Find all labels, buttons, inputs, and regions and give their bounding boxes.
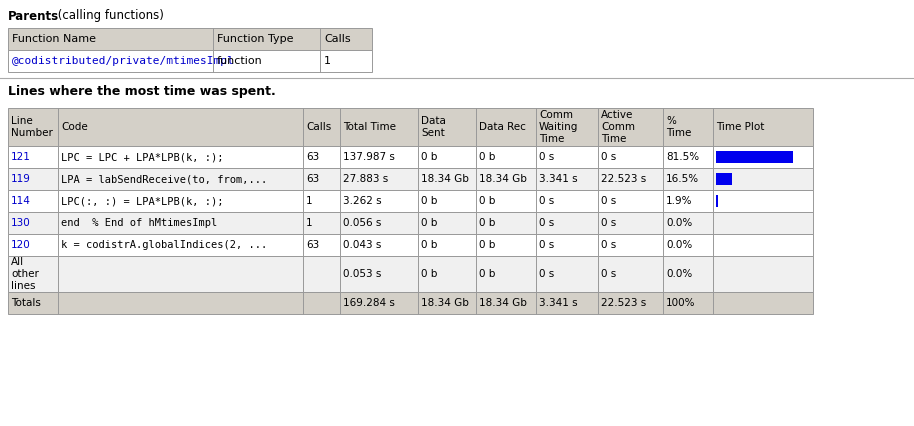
Text: 3.262 s: 3.262 s	[343, 196, 382, 206]
Text: Parents: Parents	[8, 9, 59, 23]
Text: 1: 1	[324, 56, 331, 66]
Text: 0 b: 0 b	[479, 269, 495, 279]
Text: 0 b: 0 b	[421, 269, 438, 279]
Text: @codistributed/private/mtimesImpl: @codistributed/private/mtimesImpl	[12, 56, 235, 66]
Text: 1: 1	[306, 218, 313, 228]
Text: 0 b: 0 b	[479, 240, 495, 250]
Text: 0 s: 0 s	[601, 269, 616, 279]
Text: Active
Comm
Time: Active Comm Time	[601, 109, 635, 144]
Text: 0 b: 0 b	[479, 152, 495, 162]
Text: 0 s: 0 s	[601, 196, 616, 206]
Text: 0 s: 0 s	[601, 218, 616, 228]
Text: 0 s: 0 s	[601, 240, 616, 250]
Text: 16.5%: 16.5%	[666, 174, 699, 184]
Text: 0 s: 0 s	[539, 269, 554, 279]
Text: 0.0%: 0.0%	[666, 269, 692, 279]
Text: 0 b: 0 b	[479, 218, 495, 228]
Text: Function Type: Function Type	[217, 34, 293, 44]
Text: 0 b: 0 b	[421, 196, 438, 206]
Text: Calls: Calls	[306, 122, 331, 132]
Text: Calls: Calls	[324, 34, 351, 44]
Text: 18.34 Gb: 18.34 Gb	[421, 174, 469, 184]
Text: 119: 119	[11, 174, 31, 184]
Text: Totals: Totals	[11, 298, 41, 308]
Text: 63: 63	[306, 174, 319, 184]
Text: 114: 114	[11, 196, 31, 206]
Text: Data
Sent: Data Sent	[421, 116, 446, 138]
Text: Function Name: Function Name	[12, 34, 96, 44]
Text: 0.0%: 0.0%	[666, 218, 692, 228]
Text: 18.34 Gb: 18.34 Gb	[479, 174, 526, 184]
Text: 3.341 s: 3.341 s	[539, 298, 578, 308]
Bar	[716, 173, 731, 185]
Text: 1: 1	[306, 196, 313, 206]
Bar	[8, 234, 813, 256]
Text: Comm
Waiting
Time: Comm Waiting Time	[539, 109, 579, 144]
Text: 0 s: 0 s	[539, 196, 554, 206]
Text: 27.883 s: 27.883 s	[343, 174, 388, 184]
Text: 18.34 Gb: 18.34 Gb	[479, 298, 526, 308]
Text: Code: Code	[61, 122, 88, 132]
Text: 0 s: 0 s	[539, 218, 554, 228]
Text: LPC = LPC + LPA*LPB(k, :);: LPC = LPC + LPA*LPB(k, :);	[61, 152, 224, 162]
Text: 120: 120	[11, 240, 31, 250]
Text: 100%: 100%	[666, 298, 696, 308]
Text: function: function	[217, 56, 262, 66]
Text: Time Plot: Time Plot	[716, 122, 764, 132]
Bar	[8, 108, 813, 146]
Text: 0 b: 0 b	[421, 240, 438, 250]
Text: 22.523 s: 22.523 s	[601, 174, 646, 184]
Text: 63: 63	[306, 240, 319, 250]
Bar	[8, 50, 372, 72]
Text: 22.523 s: 22.523 s	[601, 298, 646, 308]
Bar	[8, 146, 813, 168]
Text: Line
Number: Line Number	[11, 116, 53, 138]
Text: end  % End of hMtimesImpl: end % End of hMtimesImpl	[61, 218, 218, 228]
Text: %
Time: % Time	[666, 116, 691, 138]
Text: 0.053 s: 0.053 s	[343, 269, 381, 279]
Bar	[8, 256, 813, 292]
Text: 0 b: 0 b	[479, 196, 495, 206]
Text: 137.987 s: 137.987 s	[343, 152, 395, 162]
Text: (calling functions): (calling functions)	[54, 9, 164, 23]
Text: LPA = labSendReceive(to, from,...: LPA = labSendReceive(to, from,...	[61, 174, 267, 184]
Bar	[716, 151, 792, 163]
Bar	[8, 28, 372, 50]
Text: All
other
lines: All other lines	[11, 257, 39, 291]
Bar	[8, 190, 813, 212]
Bar	[8, 212, 813, 234]
Bar	[716, 195, 718, 207]
Text: 0.0%: 0.0%	[666, 240, 692, 250]
Text: 1.9%: 1.9%	[666, 196, 693, 206]
Text: 0 s: 0 s	[539, 152, 554, 162]
Text: Lines where the most time was spent.: Lines where the most time was spent.	[8, 86, 276, 98]
Text: 63: 63	[306, 152, 319, 162]
Text: 0 b: 0 b	[421, 218, 438, 228]
Text: Total Time: Total Time	[343, 122, 396, 132]
Bar	[8, 292, 813, 314]
Text: Data Rec: Data Rec	[479, 122, 526, 132]
Bar	[8, 168, 813, 190]
Text: 0 s: 0 s	[539, 240, 554, 250]
Text: 3.341 s: 3.341 s	[539, 174, 578, 184]
Text: 0.056 s: 0.056 s	[343, 218, 381, 228]
Text: 0 s: 0 s	[601, 152, 616, 162]
Text: 169.284 s: 169.284 s	[343, 298, 395, 308]
Text: 121: 121	[11, 152, 31, 162]
Text: 81.5%: 81.5%	[666, 152, 699, 162]
Text: k = codistrA.globalIndices(2, ...: k = codistrA.globalIndices(2, ...	[61, 240, 267, 250]
Text: LPC(:, :) = LPA*LPB(k, :);: LPC(:, :) = LPA*LPB(k, :);	[61, 196, 224, 206]
Text: 0 b: 0 b	[421, 152, 438, 162]
Text: 130: 130	[11, 218, 31, 228]
Text: 18.34 Gb: 18.34 Gb	[421, 298, 469, 308]
Text: 0.043 s: 0.043 s	[343, 240, 381, 250]
